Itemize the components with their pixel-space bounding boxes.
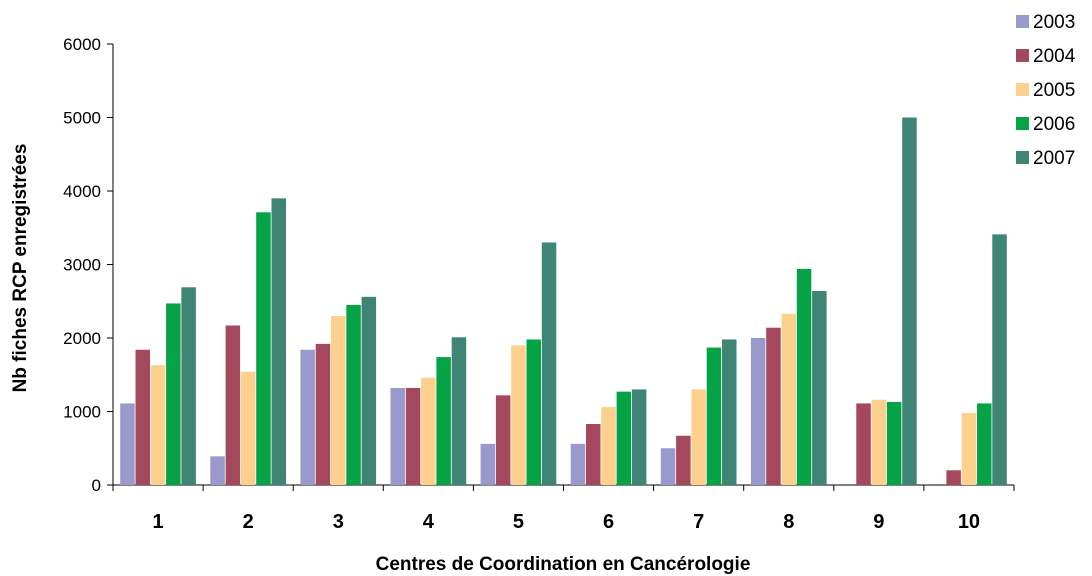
x-tick-label: 8	[783, 511, 794, 533]
bar-2006-5	[526, 339, 541, 485]
legend-swatch-2004	[1016, 49, 1029, 62]
bar-2005-1	[150, 365, 166, 485]
x-tick-label: 6	[603, 511, 614, 533]
bar-2006-4	[436, 357, 451, 485]
legend-label-2004: 2004	[1033, 46, 1076, 67]
bar-2004-5	[495, 395, 511, 485]
y-tick-label: 3000	[63, 256, 101, 275]
bar-2006-6	[616, 391, 632, 485]
x-tick-label: 4	[423, 511, 435, 533]
bar-2006-9	[886, 401, 902, 485]
bar-2007-1	[181, 287, 196, 485]
bar-2004-6	[586, 423, 601, 485]
bar-2005-3	[331, 315, 346, 485]
bar-2003-7	[660, 448, 676, 485]
bar-2003-8	[750, 338, 766, 485]
bar-2003-6	[570, 443, 586, 485]
legend-label-2003: 2003	[1033, 12, 1075, 33]
x-tick-label: 5	[513, 511, 524, 533]
legend-swatch-2007	[1016, 151, 1029, 164]
x-tick-label: 10	[958, 511, 980, 533]
bar-2004-4	[405, 387, 421, 485]
bar-2006-7	[706, 347, 722, 485]
bar-2005-8	[781, 313, 796, 485]
y-tick-label: 5000	[63, 109, 101, 128]
bar-2003-2	[210, 456, 225, 485]
bar-2007-4	[451, 337, 467, 485]
bar-2005-7	[691, 389, 706, 485]
legend-label-2007: 2007	[1033, 148, 1075, 169]
bar-2007-5	[541, 242, 557, 485]
bar-2006-3	[346, 304, 361, 485]
legend-label-2005: 2005	[1033, 80, 1075, 101]
bar-2004-10	[946, 470, 961, 485]
bar-2005-6	[601, 407, 616, 485]
bar-2006-8	[796, 268, 812, 485]
bar-2004-3	[315, 343, 331, 485]
bar-2005-10	[961, 412, 977, 485]
bar-2005-2	[240, 371, 256, 485]
x-tick-label: 9	[873, 511, 884, 533]
legend-label-2006: 2006	[1033, 114, 1075, 135]
bar-2006-2	[256, 212, 271, 485]
y-tick-label: 1000	[63, 403, 101, 422]
bar-2007-7	[722, 339, 737, 485]
bar-2004-1	[135, 349, 150, 485]
bar-2007-6	[631, 389, 647, 485]
y-axis-title: Nb fiches RCP enregistrées	[10, 144, 31, 393]
bar-2004-2	[225, 325, 241, 485]
bar-2007-3	[361, 296, 377, 485]
y-tick-label: 4000	[63, 182, 101, 201]
bar-2004-9	[856, 403, 871, 485]
bar-2005-9	[871, 399, 887, 485]
bar-2006-10	[977, 403, 992, 485]
bar-2006-1	[166, 303, 181, 485]
x-tick-label: 7	[693, 511, 704, 533]
bar-2003-4	[390, 387, 405, 485]
bar-2007-2	[271, 198, 286, 485]
bar-2003-5	[480, 443, 496, 485]
x-axis-title: Centres de Coordination en Cancérologie	[376, 554, 751, 575]
bar-2007-9	[902, 117, 917, 485]
x-tick-label: 1	[152, 511, 163, 533]
legend-swatch-2005	[1016, 83, 1029, 96]
bar-2004-7	[676, 435, 691, 485]
bar-2005-5	[511, 345, 526, 485]
y-tick-label: 6000	[63, 35, 101, 54]
bar-2005-4	[421, 377, 436, 485]
bar-2007-8	[812, 290, 827, 485]
x-tick-label: 3	[333, 511, 344, 533]
legend: 2003 2004 2005 2006 2007	[1016, 12, 1076, 169]
bar-2003-1	[120, 403, 135, 485]
bar-2007-10	[992, 234, 1007, 485]
y-tick-label: 2000	[63, 329, 101, 348]
legend-swatch-2006	[1016, 117, 1029, 130]
bar-2003-3	[300, 349, 315, 485]
y-tick-label: 0	[92, 476, 101, 495]
plot-area: 0 1000 2000 3000 4000 5000 6000 1 2 3 4 5 6 7 8 9 10	[63, 35, 1015, 533]
x-tick-label: 2	[243, 511, 254, 533]
bar-2004-8	[766, 327, 781, 485]
legend-swatch-2003	[1016, 15, 1029, 28]
